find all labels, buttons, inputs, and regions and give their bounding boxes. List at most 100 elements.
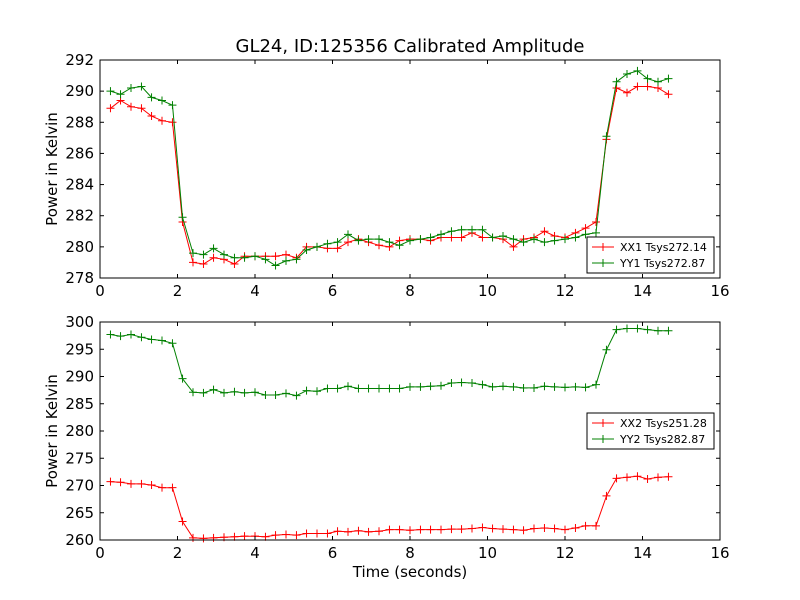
data-point-marker [137,82,146,91]
data-point-marker [447,227,456,236]
data-point-marker [127,102,135,111]
data-point-marker [230,532,239,541]
legend-label: YY2 Tsys282.87 [619,433,705,446]
data-point-marker [664,90,673,99]
data-point-marker [561,525,569,534]
data-point-marker [499,231,507,240]
data-point-marker [344,382,352,391]
legend: XX2 Tsys251.28 YY2 Tsys282.87 [586,412,715,450]
data-point-marker [488,382,497,391]
data-point-marker [178,517,187,526]
data-point-marker [189,388,197,397]
data-point-marker [158,336,166,345]
data-point-marker [313,242,321,251]
panels-group: 0 2 4 6 8 10 12 14 16278280282284286288290292Pow… [43,51,730,581]
data-point-marker [230,387,239,396]
y-tick-label: 270 [65,477,94,495]
data-point-marker [447,525,456,534]
data-point-marker [364,384,373,393]
y-axis-label: Power in Kelvin [43,374,61,488]
data-point-marker [633,82,642,91]
data-point-marker [623,324,631,333]
data-point-marker [220,388,228,397]
y-tick-label: 280 [65,422,94,440]
data-point-marker [612,77,621,86]
x-tick-label: 10 [478,544,497,562]
data-point-marker [623,88,631,97]
data-point-marker [302,386,311,395]
x-tick-label: 4 [250,544,260,562]
data-point-marker [654,473,662,482]
data-point-marker [282,530,290,539]
chart-title: GL24, ID:125356 Calibrated Amplitude [236,36,585,57]
data-point-marker [437,230,445,239]
y-tick-label: 295 [65,340,94,358]
data-point-marker [240,532,249,541]
data-point-marker [571,524,580,533]
series-2-1 [106,472,673,543]
data-point-marker [468,225,476,234]
data-point-marker [147,480,156,489]
data-point-marker [251,388,259,397]
data-point-marker [416,382,425,391]
data-point-marker [592,521,600,530]
data-point-marker [457,233,466,242]
data-point-marker [137,479,146,488]
y-tick-label: 285 [65,395,94,413]
data-point-marker [592,228,600,237]
data-point-marker [375,384,383,393]
y-tick-label: 282 [65,207,94,225]
legend-marker [599,435,607,443]
data-point-marker [509,242,518,251]
data-point-marker [571,382,580,391]
data-point-marker [292,531,301,540]
data-point-marker [375,235,383,244]
y-tick-label: 275 [65,449,94,467]
data-point-marker [344,527,352,536]
data-point-marker [602,345,611,354]
data-point-marker [623,473,631,482]
data-point-marker [664,74,673,83]
data-point-marker [643,82,652,91]
legend-label: XX2 Tsys251.28 [620,417,707,430]
data-point-marker [271,252,280,261]
data-point-marker [643,325,652,334]
y-tick-label: 290 [65,368,94,386]
x-tick-label: 6 [328,544,338,562]
data-point-marker [354,384,363,393]
data-point-marker [240,253,249,262]
data-point-marker [488,233,497,242]
data-point-marker [385,525,394,534]
data-point-marker [137,104,146,113]
data-point-marker [344,230,352,239]
data-point-marker [519,238,528,247]
data-point-marker [106,330,115,339]
data-point-marker [158,116,166,125]
data-point-marker [395,384,404,393]
data-point-marker [457,225,466,234]
legend-marker [599,259,607,267]
data-point-marker [643,74,652,83]
x-tick-label: 4 [250,282,260,300]
data-point-marker [406,382,414,391]
data-point-marker [447,379,456,388]
data-point-marker [313,387,321,396]
data-point-marker [147,93,156,102]
data-point-marker [530,235,538,244]
x-tick-label: 14 [633,544,652,562]
data-point-marker [561,235,569,244]
legend-item-1: XX1 Tsys272.14 [592,241,707,254]
data-point-marker [602,491,611,500]
data-point-marker [106,87,115,96]
data-point-marker [302,529,311,538]
x-tick-label: 14 [633,282,652,300]
data-point-marker [302,245,311,254]
data-point-marker [147,112,156,121]
data-point-marker [592,380,600,389]
data-point-marker [612,474,621,483]
series-1-2 [106,66,673,270]
data-point-marker [592,217,600,226]
x-tick-label: 0 [95,282,105,300]
data-point-marker [209,385,218,394]
